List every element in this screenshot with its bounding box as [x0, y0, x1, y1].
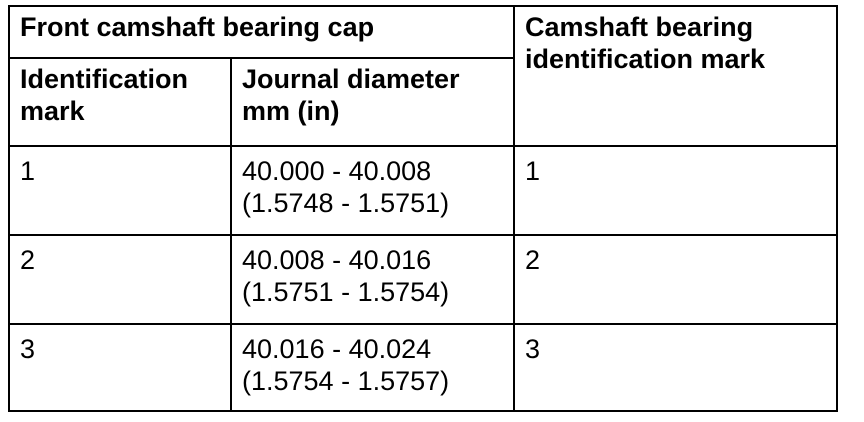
camshaft-bearing-spec-table: Front camshaft bearing cap Camshaft bear… [7, 5, 839, 412]
journal-diameter-cell: 40.000 - 40.008 (1.5748 - 1.5751) [229, 145, 516, 236]
identification-mark-cell: 3 [8, 323, 232, 412]
table-header-row-group: Front camshaft bearing cap Camshaft bear… [7, 5, 839, 147]
identification-mark-header: Identification mark [8, 57, 232, 147]
table-header-row-columns: Identification mark Journal diameter mm … [8, 57, 837, 147]
bearing-identification-mark-cell: 2 [513, 234, 839, 325]
camshaft-bearing-identification-mark-header: Camshaft bearing identification mark [513, 5, 839, 147]
bearing-identification-mark-cell: 1 [513, 145, 839, 236]
journal-diameter-header: Journal diameter mm (in) [229, 57, 516, 147]
front-camshaft-bearing-cap-header: Front camshaft bearing cap [7, 5, 516, 59]
identification-mark-cell: 1 [8, 145, 232, 236]
table-row: 2 40.008 - 40.016 (1.5751 - 1.5754) 2 [8, 234, 839, 325]
journal-diameter-cell: 40.016 - 40.024 (1.5754 - 1.5757) [229, 323, 516, 412]
table-row: 3 40.016 - 40.024 (1.5754 - 1.5757) 3 [8, 323, 839, 412]
journal-diameter-cell: 40.008 - 40.016 (1.5751 - 1.5754) [229, 234, 516, 325]
table-row: 1 40.000 - 40.008 (1.5748 - 1.5751) 1 [8, 145, 839, 236]
identification-mark-cell: 2 [8, 234, 232, 325]
bearing-identification-mark-cell: 3 [513, 323, 839, 412]
